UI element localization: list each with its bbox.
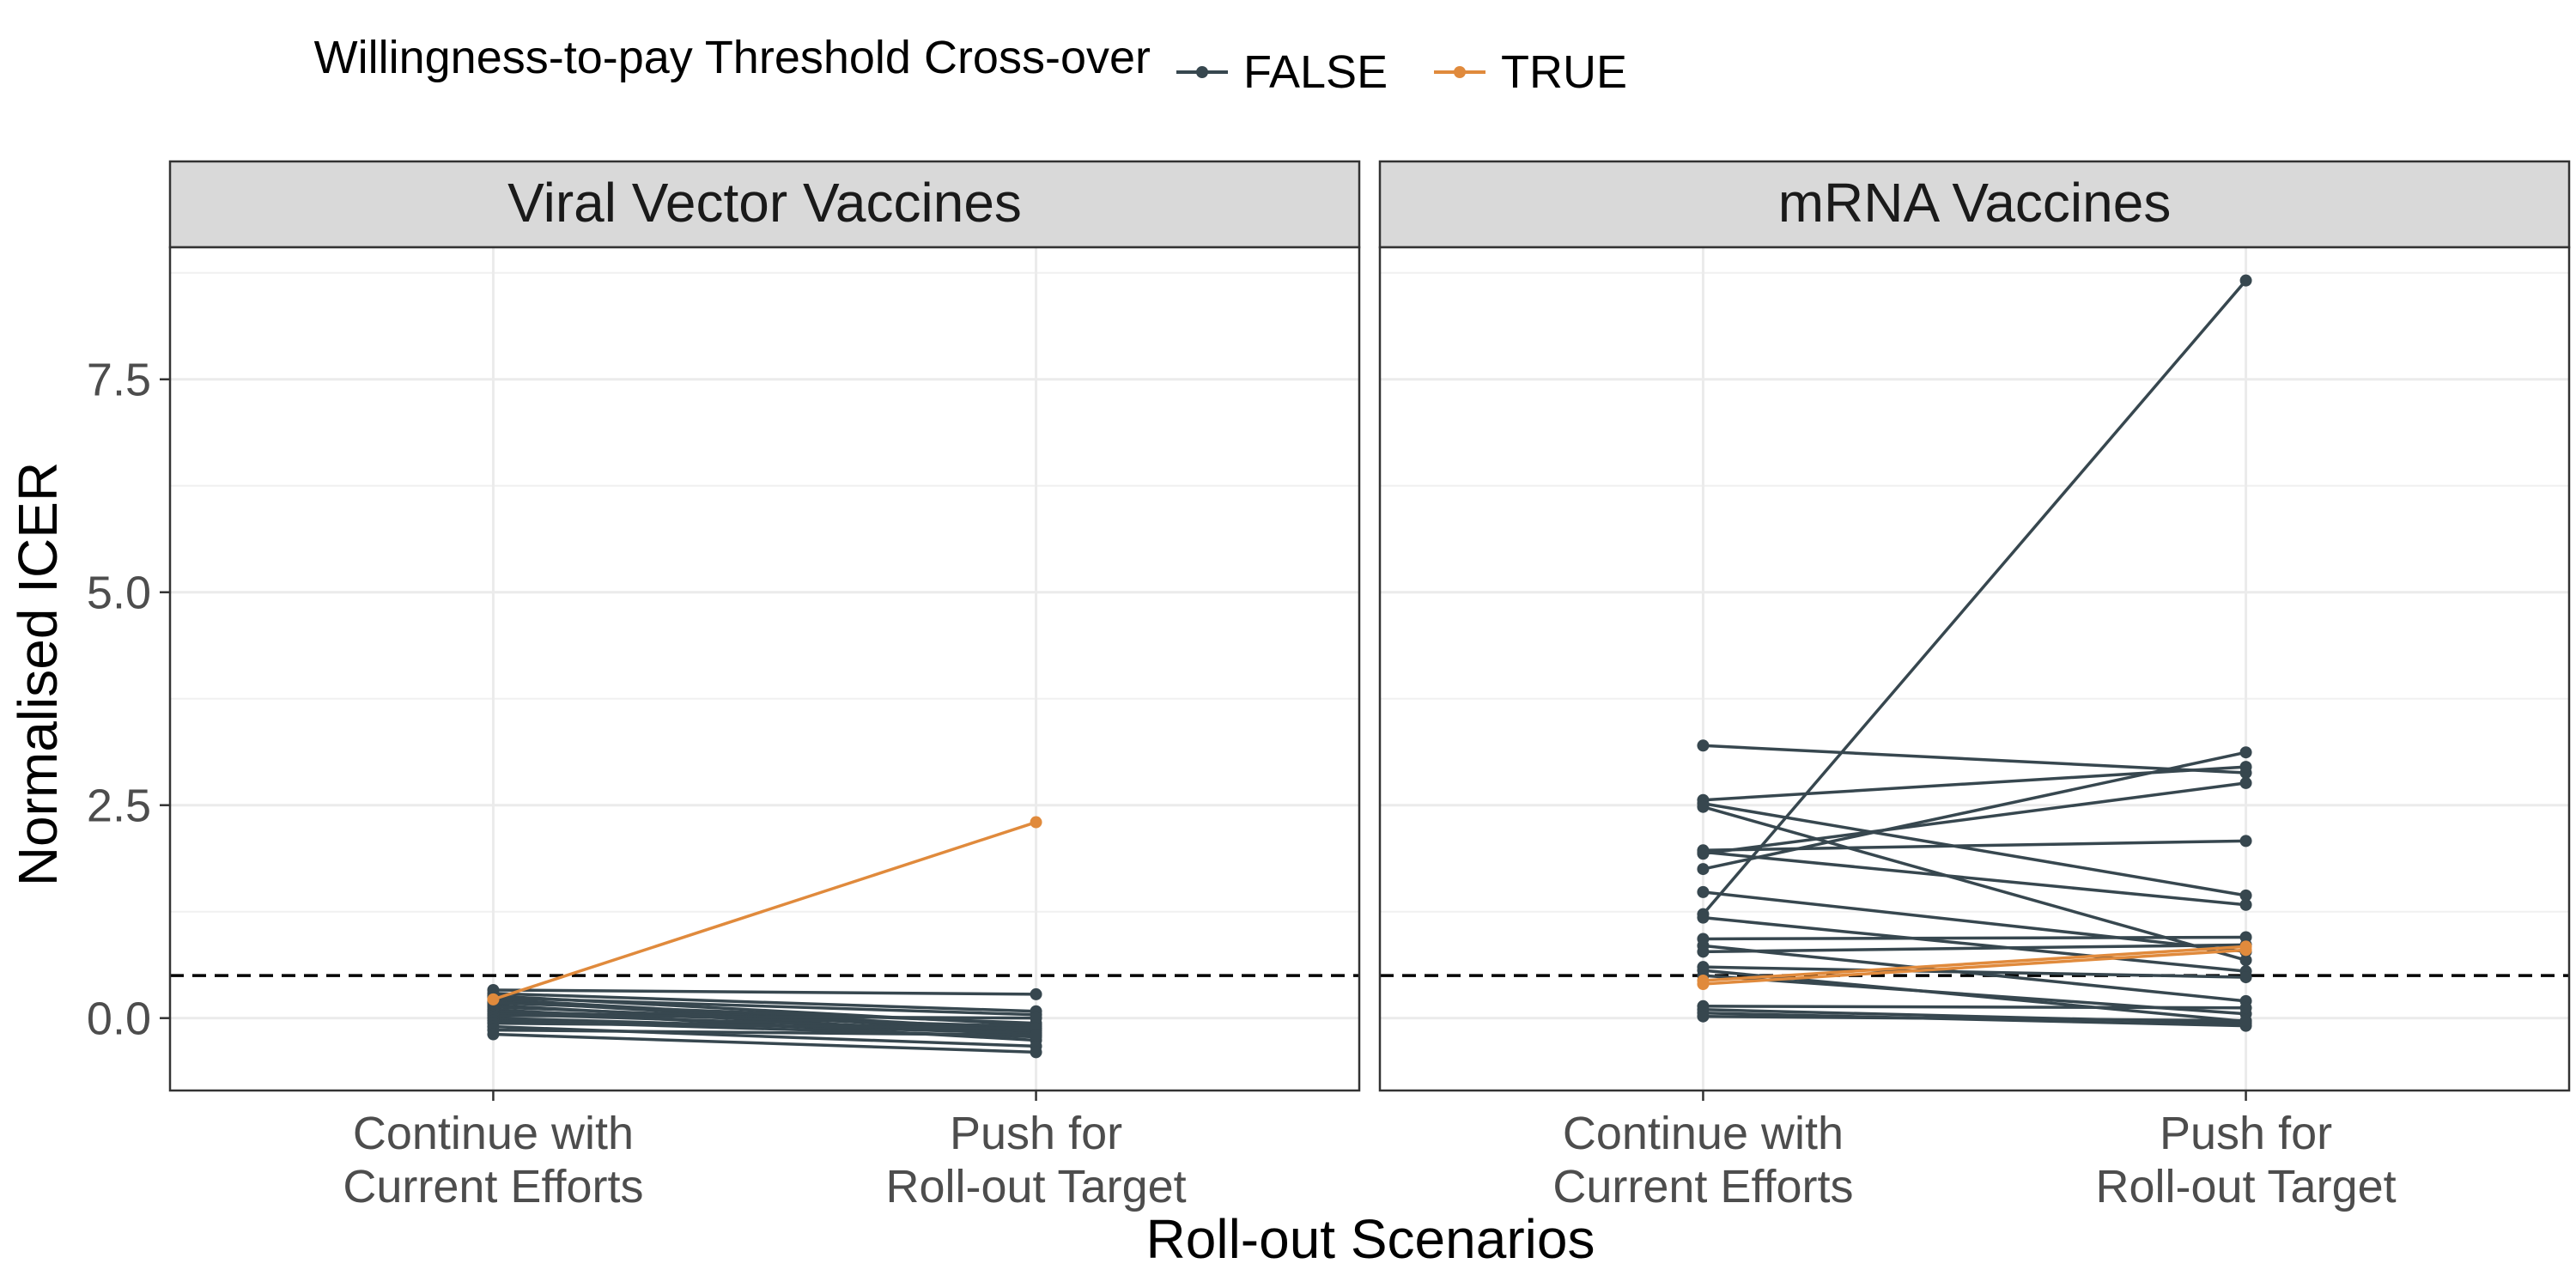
x-tick-label: Roll-out Target [885, 1161, 1186, 1212]
series-line [493, 1001, 1036, 1025]
data-point [1030, 1046, 1042, 1059]
series-line [493, 1010, 1036, 1029]
series-line [1703, 781, 2246, 855]
series-line [1703, 1014, 2246, 1023]
data-point [1697, 885, 1710, 898]
data-point [2239, 835, 2252, 848]
series-false [1697, 800, 2252, 967]
y-tick-label: 0.0 [87, 993, 151, 1045]
data-point [1030, 987, 1042, 1000]
legend-label: FALSE [1243, 46, 1388, 98]
series-line [1702, 805, 2247, 962]
x-tick-label: Current Efforts [1552, 1161, 1853, 1212]
series-line [1703, 948, 2246, 986]
data-point [2239, 954, 2252, 967]
legend-title: Willingness-to-pay Threshold Cross-over [314, 32, 1151, 83]
series-line [493, 1028, 1036, 1037]
series-line [1703, 890, 2246, 954]
series-line [1703, 850, 2246, 907]
x-tick-label: Current Efforts [343, 1161, 643, 1212]
data-point [2239, 971, 2252, 984]
data-point [2239, 1014, 2252, 1027]
data-point [2239, 776, 2252, 789]
panel-title: Viral Vector Vaccines [507, 172, 1022, 234]
series-line [492, 820, 1037, 1001]
data-point [487, 1028, 500, 1041]
series-line [1702, 279, 2247, 915]
panel-background [170, 247, 1359, 1091]
data-point [1697, 863, 1710, 876]
series-line [493, 1021, 1036, 1030]
data-point [2239, 746, 2252, 759]
panel-strip [168, 160, 1361, 249]
series-line [493, 992, 1036, 1013]
data-point [2239, 944, 2252, 957]
panel-viral-vector: Viral Vector Vaccines Continue withCurren… [87, 160, 1361, 1212]
y-tick-label: 2.5 [87, 781, 151, 832]
series-line [1703, 943, 2246, 954]
data-point [1697, 945, 1710, 958]
x-tick-label: Continue with [353, 1108, 634, 1159]
series-false [1697, 846, 2252, 911]
series-line [1703, 744, 2246, 775]
legend-entry-true: TRUE [1434, 46, 1627, 98]
series-false [1697, 797, 2252, 902]
series-false [487, 1028, 1042, 1059]
data-point [1697, 739, 1710, 752]
panel-border [1378, 246, 2571, 1092]
y-axis-title: Normalised ICER [7, 462, 69, 886]
data-point [1030, 1012, 1042, 1024]
data-point [1030, 1029, 1042, 1042]
legend-entry-false: FALSE [1176, 46, 1388, 98]
data-point [1697, 846, 1710, 859]
x-tick-label: Push for [2160, 1108, 2332, 1159]
x-axis-title: Roll-out Scenarios [1146, 1208, 1595, 1270]
panel-border [168, 246, 1361, 1092]
series-line [1703, 1005, 2246, 1010]
panel-background [1380, 247, 2569, 1091]
data-point [2239, 274, 2252, 287]
series-line [1703, 935, 2246, 941]
data-point [1030, 816, 1042, 829]
series-true [487, 816, 1042, 1005]
x-tick-label: Continue with [1563, 1108, 1844, 1159]
legend-key-point [1196, 66, 1208, 78]
x-tick-label: Push for [950, 1108, 1122, 1159]
series-line [493, 1032, 1036, 1054]
series-line [1703, 965, 2246, 979]
series-line [1703, 801, 2246, 897]
series-false [1697, 746, 2252, 876]
data-point [487, 993, 500, 1005]
series-false [1697, 1010, 2252, 1027]
series-line [1703, 750, 2246, 871]
y-tick-label: 7.5 [87, 355, 151, 406]
panel-strip [1378, 160, 2571, 249]
series-line [493, 988, 1036, 996]
legend-key-point [1454, 66, 1466, 78]
series-line [493, 1013, 1036, 1020]
legend: Willingness-to-pay Threshold Cross-over … [314, 32, 1627, 98]
data-point [1697, 978, 1710, 991]
data-point [2239, 761, 2252, 774]
panel-title: mRNA Vaccines [1778, 172, 2172, 234]
series-true [1697, 944, 2252, 991]
data-point [1697, 1010, 1710, 1023]
x-tick-label: Roll-out Target [2095, 1161, 2396, 1212]
series-line [1703, 945, 2246, 982]
series-line [493, 996, 1036, 1017]
y-tick-label: 5.0 [87, 568, 151, 619]
data-point [2239, 1001, 2252, 1014]
data-point [2239, 889, 2252, 902]
data-point [1697, 800, 1710, 813]
legend-label: TRUE [1501, 46, 1627, 98]
series-line [1703, 915, 2246, 973]
data-point [2239, 898, 2252, 911]
data-point [1697, 911, 1710, 924]
